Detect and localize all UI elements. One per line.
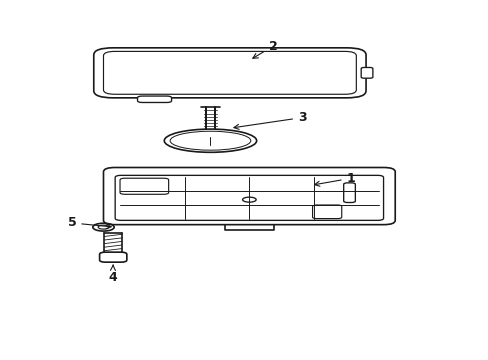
FancyBboxPatch shape (137, 96, 171, 103)
Text: 5: 5 (67, 216, 111, 229)
FancyBboxPatch shape (361, 67, 372, 78)
Text: 4: 4 (108, 265, 117, 284)
Text: 2: 2 (252, 40, 277, 58)
Text: 3: 3 (233, 111, 306, 129)
Text: 1: 1 (314, 172, 355, 186)
